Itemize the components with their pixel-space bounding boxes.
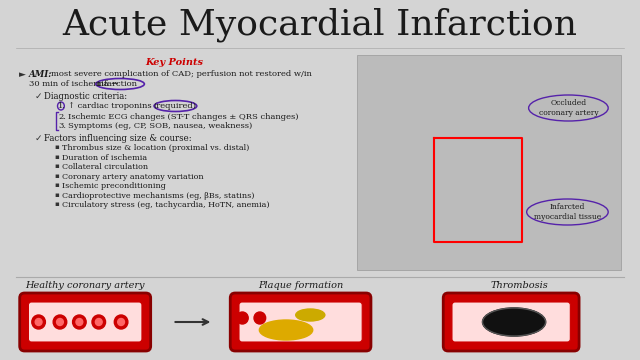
- Text: Coronary artery anatomy variation: Coronary artery anatomy variation: [62, 172, 204, 180]
- Text: Thrombosis: Thrombosis: [490, 281, 548, 290]
- Text: ✓: ✓: [35, 92, 42, 101]
- Text: ▪: ▪: [54, 163, 59, 169]
- Text: ▪: ▪: [54, 144, 59, 150]
- Text: Acute Myocardial Infarction: Acute Myocardial Infarction: [63, 8, 577, 42]
- Text: 30 min of ischemia →: 30 min of ischemia →: [29, 80, 121, 88]
- Text: most severe complication of CAD; perfusion not restored w/in: most severe complication of CAD; perfusi…: [51, 70, 312, 78]
- Text: infarction: infarction: [97, 80, 138, 88]
- Text: ▪: ▪: [54, 182, 59, 188]
- Circle shape: [56, 319, 63, 325]
- Text: Ischemic preconditioning: Ischemic preconditioning: [62, 182, 166, 190]
- Ellipse shape: [296, 309, 325, 321]
- Circle shape: [76, 319, 83, 325]
- FancyBboxPatch shape: [452, 302, 570, 342]
- Circle shape: [95, 319, 102, 325]
- Circle shape: [53, 315, 67, 329]
- Text: 1.: 1.: [58, 102, 66, 110]
- FancyBboxPatch shape: [20, 293, 150, 351]
- Text: Key Points: Key Points: [145, 58, 204, 67]
- FancyBboxPatch shape: [28, 302, 142, 342]
- Text: (required): (required): [153, 102, 196, 110]
- Ellipse shape: [259, 320, 313, 340]
- Text: 2.: 2.: [58, 113, 66, 121]
- Text: Factors influencing size & course:: Factors influencing size & course:: [44, 134, 192, 143]
- Circle shape: [35, 319, 42, 325]
- Text: Diagnostic criteria:: Diagnostic criteria:: [44, 92, 127, 101]
- Text: ▪: ▪: [54, 153, 59, 159]
- Text: Symptoms (eg, CP, SOB, nausea, weakness): Symptoms (eg, CP, SOB, nausea, weakness): [68, 122, 252, 130]
- Circle shape: [115, 315, 128, 329]
- Circle shape: [92, 315, 106, 329]
- Text: Collateral circulation: Collateral circulation: [62, 163, 148, 171]
- Text: ▪: ▪: [54, 201, 59, 207]
- FancyBboxPatch shape: [444, 293, 579, 351]
- Text: Circulatory stress (eg, tachycardia, HoTN, anemia): Circulatory stress (eg, tachycardia, HoT…: [62, 201, 269, 209]
- Circle shape: [254, 312, 266, 324]
- Text: Plaque formation: Plaque formation: [258, 281, 343, 290]
- FancyBboxPatch shape: [239, 302, 362, 342]
- Text: ↑ cardiac troponins: ↑ cardiac troponins: [68, 102, 151, 110]
- Text: ✓: ✓: [35, 134, 42, 143]
- Text: Thrombus size & location (proximal vs. distal): Thrombus size & location (proximal vs. d…: [62, 144, 249, 152]
- FancyBboxPatch shape: [357, 55, 621, 270]
- Text: ►: ►: [19, 70, 26, 79]
- Text: Duration of ischemia: Duration of ischemia: [62, 153, 147, 162]
- Text: Cardioprotective mechanisms (eg, βBs, statins): Cardioprotective mechanisms (eg, βBs, st…: [62, 192, 254, 199]
- Text: ▪: ▪: [54, 192, 59, 198]
- Text: 3.: 3.: [58, 122, 66, 130]
- Circle shape: [118, 319, 125, 325]
- Ellipse shape: [483, 308, 545, 336]
- Circle shape: [237, 312, 248, 324]
- Text: Occluded
coronary artery: Occluded coronary artery: [539, 99, 598, 117]
- Text: Infarcted
myocardial tissue: Infarcted myocardial tissue: [534, 203, 601, 221]
- Text: AMI:: AMI:: [29, 70, 52, 79]
- Text: ▪: ▪: [54, 172, 59, 179]
- Circle shape: [72, 315, 86, 329]
- Text: Healthy coronary artery: Healthy coronary artery: [26, 281, 145, 290]
- Text: Ischemic ECG changes (ST-T changes ± QRS changes): Ischemic ECG changes (ST-T changes ± QRS…: [68, 113, 298, 121]
- FancyBboxPatch shape: [230, 293, 371, 351]
- Circle shape: [32, 315, 45, 329]
